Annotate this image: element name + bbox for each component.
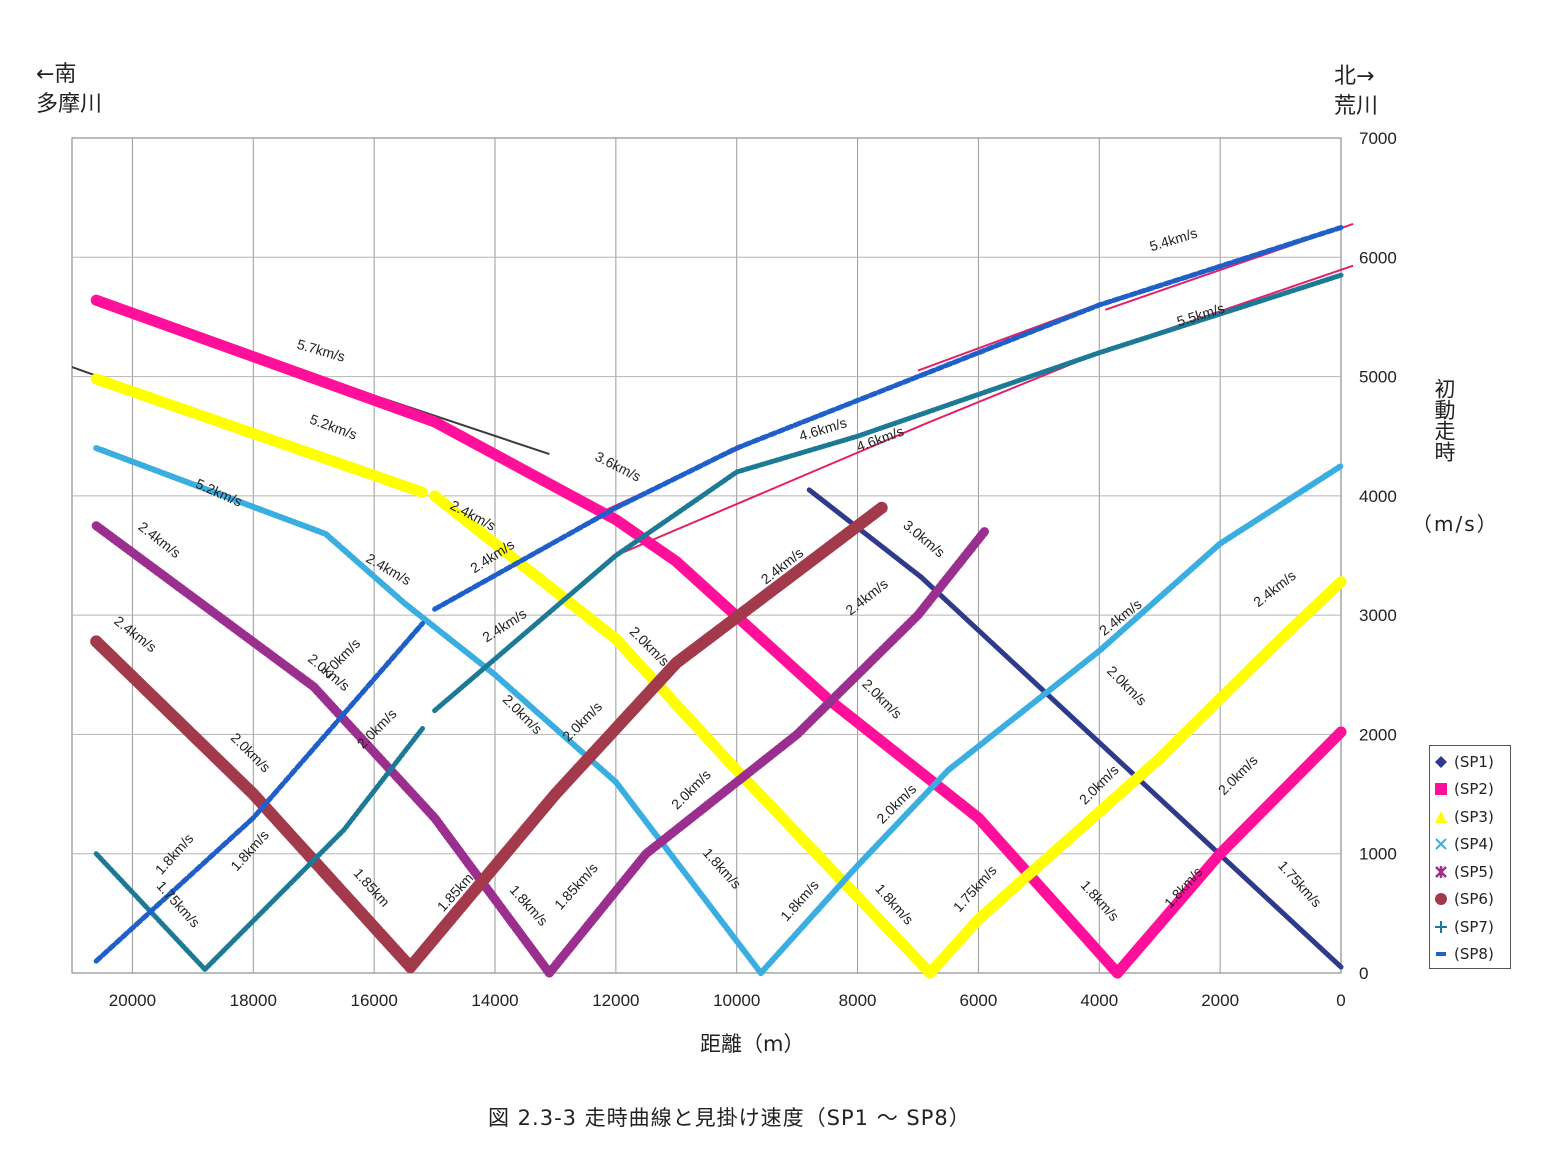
series-sp5: [91, 521, 989, 978]
x-tick-label: 8000: [839, 991, 877, 1010]
legend-marker-x-icon: [1430, 837, 1452, 851]
series-line: [202, 726, 425, 972]
y-tick-label: 5000: [1359, 368, 1397, 387]
legend-item: (SP4): [1430, 831, 1510, 859]
y-tick-label: 3000: [1359, 606, 1397, 625]
x-tick-label: 10000: [713, 991, 760, 1010]
legend-label: (SP6): [1454, 890, 1494, 909]
series-line: [924, 576, 1347, 979]
legend-item: (SP5): [1430, 858, 1510, 886]
y-tick-label: 2000: [1359, 725, 1397, 744]
legend-item: (SP7): [1430, 913, 1510, 941]
legend-label: (SP1): [1454, 752, 1494, 771]
series-sp6: [90, 501, 888, 973]
legend-label: (SP2): [1454, 780, 1494, 799]
series-line: [432, 225, 1344, 612]
y-tick-label: 4000: [1359, 487, 1397, 506]
data-series: [90, 225, 1347, 979]
legend-marker-circle-icon: [1430, 892, 1452, 906]
legend-label: (SP5): [1454, 862, 1494, 881]
x-axis-title: 距離（m）: [700, 1032, 805, 1056]
series-line: [1111, 726, 1347, 979]
legend-item: (SP8): [1430, 941, 1510, 969]
legend-label: (SP4): [1454, 835, 1494, 854]
series-line: [757, 463, 1344, 976]
series-line: [544, 527, 989, 978]
legend-marker-diamond-icon: [1430, 755, 1452, 769]
y-tick-label: 7000: [1359, 129, 1397, 148]
x-tick-label: 18000: [230, 991, 277, 1010]
legend-marker-triangle-icon: [1430, 810, 1452, 824]
y-tick-label: 0: [1359, 964, 1368, 983]
fit-line: [615, 423, 925, 557]
south-arrow-label: ←南: [36, 62, 77, 87]
legend-label: (SP8): [1454, 945, 1494, 964]
legend-item: (SP6): [1430, 886, 1510, 914]
y-axis-unit: （m/s）: [1412, 512, 1499, 536]
legend-item: (SP3): [1430, 803, 1510, 831]
y-axis-ticks: 0 1000 2000 3000 4000 5000 6000 7000: [1359, 129, 1397, 983]
series-line: [93, 445, 764, 976]
y-axis-title: 初動走時: [1432, 378, 1456, 462]
series-line: [918, 574, 1344, 970]
legend-marker-dash-icon: [1430, 947, 1452, 961]
x-axis-ticks: 20000 18000 16000 14000 12000 10000 8000 6000 40…: [109, 991, 1346, 1010]
x-tick-label: 6000: [960, 991, 998, 1010]
legend: (SP1) (SP2) (SP3) (SP4) (SP5) (SP6) (SP7) (SP8): [1429, 745, 1511, 969]
legend-item: (SP2): [1430, 776, 1510, 804]
x-tick-label: 12000: [592, 991, 639, 1010]
x-tick-label: 16000: [351, 991, 398, 1010]
grid-lines: [72, 138, 1341, 973]
series-line: [90, 373, 428, 498]
series-sp4: [93, 445, 1344, 976]
ara-river-label: 荒川: [1334, 94, 1379, 119]
y-tick-label: 6000: [1359, 248, 1397, 267]
series-sp8: [93, 225, 1344, 964]
north-direction-label: 北→ 荒川: [1334, 62, 1378, 122]
series-line: [91, 521, 554, 978]
x-tick-label: 2000: [1201, 991, 1239, 1010]
series-sp1: [806, 487, 1344, 970]
series-line: [404, 501, 888, 973]
x-tick-label: 0: [1336, 991, 1345, 1010]
x-tick-label: 14000: [471, 991, 518, 1010]
legend-label: (SP7): [1454, 917, 1494, 936]
series-line: [806, 487, 924, 580]
figure-caption: 図 2.3-3 走時曲線と見掛け速度（SP1 ～ SP8）: [488, 1106, 971, 1130]
series-line: [432, 272, 1344, 714]
x-tick-label: 20000: [109, 991, 156, 1010]
series-line: [429, 490, 936, 979]
series-line: [90, 294, 1123, 979]
series-sp2: [90, 294, 1347, 979]
series-sp3: [90, 373, 1347, 979]
legend-marker-square-icon: [1430, 782, 1452, 796]
x-tick-label: 4000: [1080, 991, 1118, 1010]
legend-marker-star-icon: [1430, 865, 1452, 879]
legend-marker-plus-icon: [1430, 920, 1452, 934]
legend-label: (SP3): [1454, 807, 1494, 826]
y-tick-label: 1000: [1359, 845, 1397, 864]
south-direction-label: ←南 多摩川: [36, 60, 102, 120]
north-arrow-label: 北→: [1334, 64, 1375, 89]
series-line: [90, 635, 417, 973]
tama-river-label: 多摩川: [36, 92, 103, 117]
legend-item: (SP1): [1430, 748, 1510, 776]
series-line: [93, 621, 425, 964]
